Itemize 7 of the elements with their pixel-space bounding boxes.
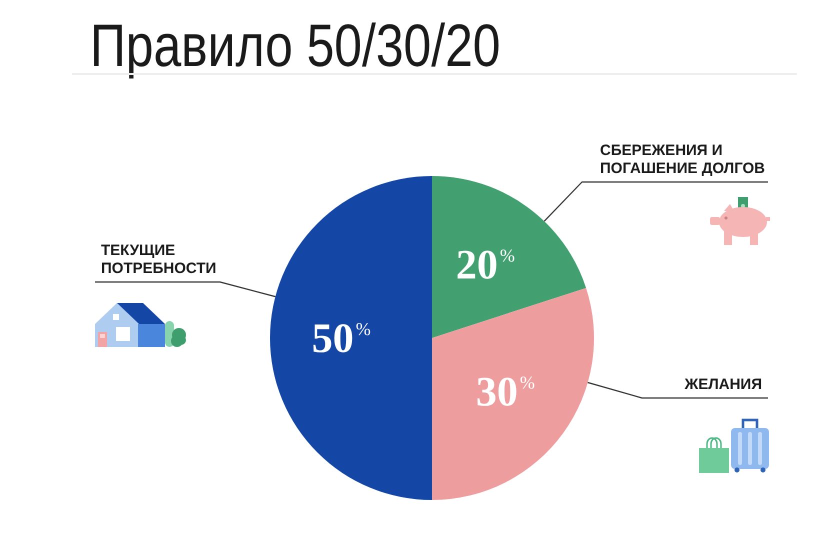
data-label: 50% [312,316,371,362]
slice-label: ТЕКУЩИЕ ПОТРЕБНОСТИ [101,242,216,277]
slice-label: СБЕРЕЖЕНИЯ И ПОГАШЕНИЕ ДОЛГОВ [600,142,766,177]
data-label: 20% [456,242,515,289]
data-label: 30% [476,369,535,416]
chart-title: Правило 50/30/20 [90,12,500,79]
slice-label: ЖЕЛАНИЯ [684,376,762,393]
